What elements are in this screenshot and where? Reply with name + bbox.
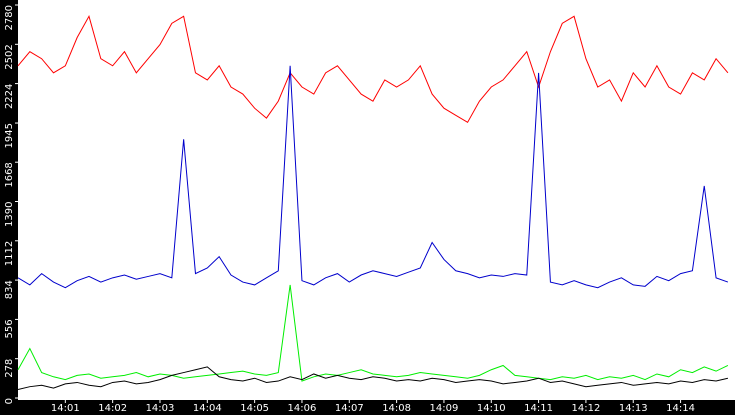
x-tick-label: 14:05 — [240, 403, 269, 414]
x-tick-label: 14:11 — [524, 403, 553, 414]
y-tick-label: 1112 — [4, 241, 15, 266]
x-tick-label: 14:08 — [382, 403, 411, 414]
x-tick-label: 14:01 — [51, 403, 80, 414]
x-tick-label: 14:10 — [477, 403, 506, 414]
x-tick-label: 14:02 — [98, 403, 127, 414]
series-line — [17, 284, 729, 382]
y-tick-label: 1390 — [4, 202, 15, 227]
y-tick-label: 2780 — [4, 5, 15, 30]
y-tick-label: 1945 — [4, 123, 15, 148]
y-tick-label: 556 — [4, 319, 15, 338]
y-axis-bar — [0, 0, 18, 415]
y-tick-label: 2502 — [4, 44, 15, 69]
x-axis-bar — [0, 400, 735, 415]
series-line — [17, 65, 729, 289]
x-tick-label: 14:03 — [146, 403, 175, 414]
x-tick-label: 14:13 — [619, 403, 648, 414]
x-tick-label: 14:14 — [666, 403, 695, 414]
series-line — [17, 15, 729, 124]
y-tick-label: 278 — [4, 359, 15, 378]
y-tick-label: 834 — [4, 280, 15, 299]
y-tick-label: 0 — [4, 398, 15, 404]
series-line — [17, 366, 729, 391]
y-tick-label: 2224 — [4, 84, 15, 109]
y-tick-label: 1668 — [4, 162, 15, 187]
x-tick-label: 14:12 — [572, 403, 601, 414]
x-tick-label: 14:09 — [430, 403, 459, 414]
x-tick-label: 14:07 — [335, 403, 364, 414]
x-tick-label: 14:04 — [193, 403, 222, 414]
x-tick-label: 14:06 — [288, 403, 317, 414]
